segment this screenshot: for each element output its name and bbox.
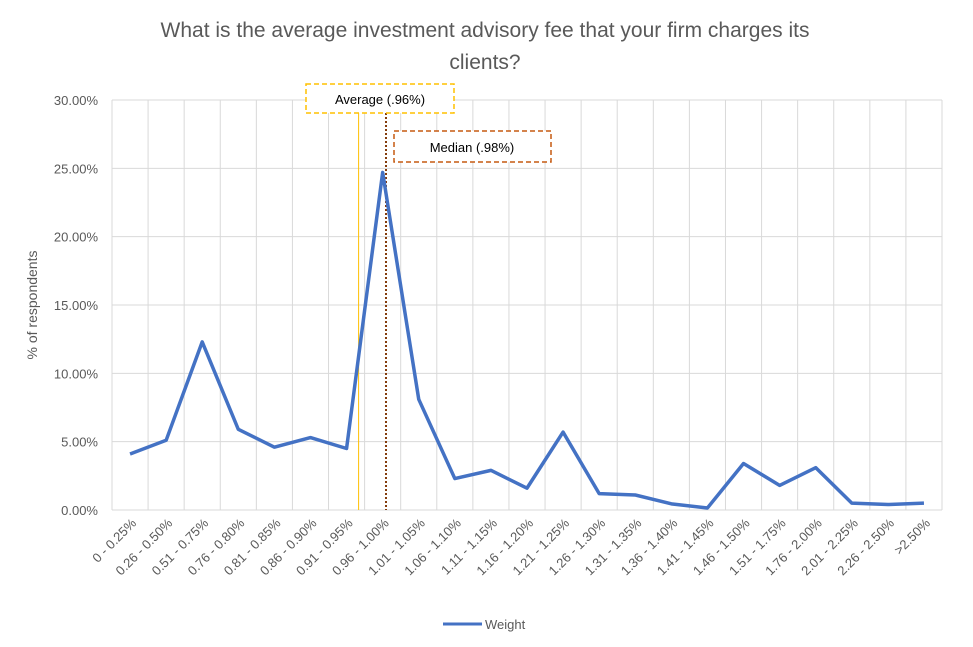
y-tick-label: 30.00% [54, 93, 99, 108]
series-line-weight [129, 170, 925, 510]
y-tick-label: 25.00% [54, 161, 99, 176]
legend-label-weight: Weight [485, 617, 526, 632]
y-tick-label: 5.00% [61, 435, 98, 450]
y-tick-label: 20.00% [54, 230, 99, 245]
x-tick-label: >2.50% [891, 515, 933, 557]
chart-title-line-1: What is the average investment advisory … [161, 19, 810, 42]
median-label-box [393, 130, 552, 163]
y-axis: 0.00% 5.00% 10.00% 15.00% 20.00% 25.00% 30.00% [54, 93, 99, 518]
x-axis: 0 - 0.25%0.26 - 0.50%0.51 - 0.75%0.76 - … [89, 515, 933, 578]
legend[interactable]: Weight [443, 617, 526, 632]
annotations: Average (.96%) Median (.98%) [305, 83, 552, 510]
average-label: Average (.96%) [335, 92, 425, 107]
chart-title-line-2: clients? [449, 51, 520, 74]
average-label-box [305, 83, 455, 114]
median-label: Median (.98%) [430, 140, 515, 155]
y-tick-label: 0.00% [61, 503, 98, 518]
y-tick-label: 15.00% [54, 298, 99, 313]
y-axis-label: % of respondents [24, 251, 40, 360]
y-tick-label: 10.00% [54, 366, 99, 381]
series-weight [129, 170, 925, 510]
